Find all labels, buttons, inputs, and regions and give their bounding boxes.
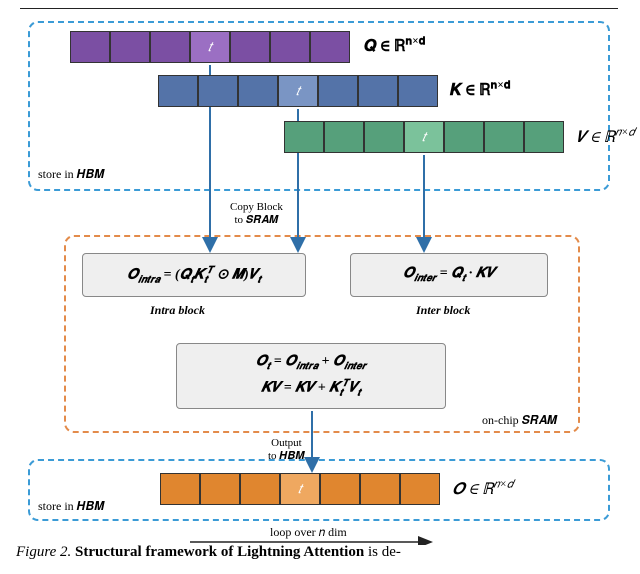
k-cell (238, 75, 278, 107)
k-tensor: 𝑡 (158, 75, 438, 107)
v-cell (524, 121, 564, 153)
q-cell (150, 31, 190, 63)
diagram-root: store in 𝑯𝑩𝑴 store in 𝑯𝑩𝑴 on-chip 𝑺𝑹𝑨𝑴 𝑸… (20, 8, 618, 532)
o-cell (360, 473, 400, 505)
v-cell (324, 121, 364, 153)
v-cell (484, 121, 524, 153)
v-cell (284, 121, 324, 153)
k-cell (198, 75, 238, 107)
q-tensor: 𝑡 (70, 31, 350, 63)
k-cell (318, 75, 358, 107)
q-cell (270, 31, 310, 63)
q-cell (110, 31, 150, 63)
v-cell (444, 121, 484, 153)
o-cell (320, 473, 360, 505)
v-tensor: 𝑡 (284, 121, 564, 153)
caption-tail: is de- (364, 544, 401, 560)
caption-prefix: Figure 2. (16, 544, 75, 560)
v-cell (364, 121, 404, 153)
o-cell (200, 473, 240, 505)
o-cell (160, 473, 200, 505)
figure-caption: Figure 2. Structural framework of Lightn… (16, 544, 626, 561)
v-cell: 𝑡 (404, 121, 444, 153)
q-cell: 𝑡 (190, 31, 230, 63)
k-cell (398, 75, 438, 107)
q-cell (70, 31, 110, 63)
q-cell (230, 31, 270, 63)
q-cell (310, 31, 350, 63)
k-cell (358, 75, 398, 107)
k-cell: 𝑡 (278, 75, 318, 107)
o-cell: 𝑡 (280, 473, 320, 505)
k-cell (158, 75, 198, 107)
o-cell (240, 473, 280, 505)
o-cell (400, 473, 440, 505)
caption-bold: Structural framework of Lightning Attent… (75, 544, 364, 560)
o-tensor: 𝑡 (160, 473, 440, 505)
